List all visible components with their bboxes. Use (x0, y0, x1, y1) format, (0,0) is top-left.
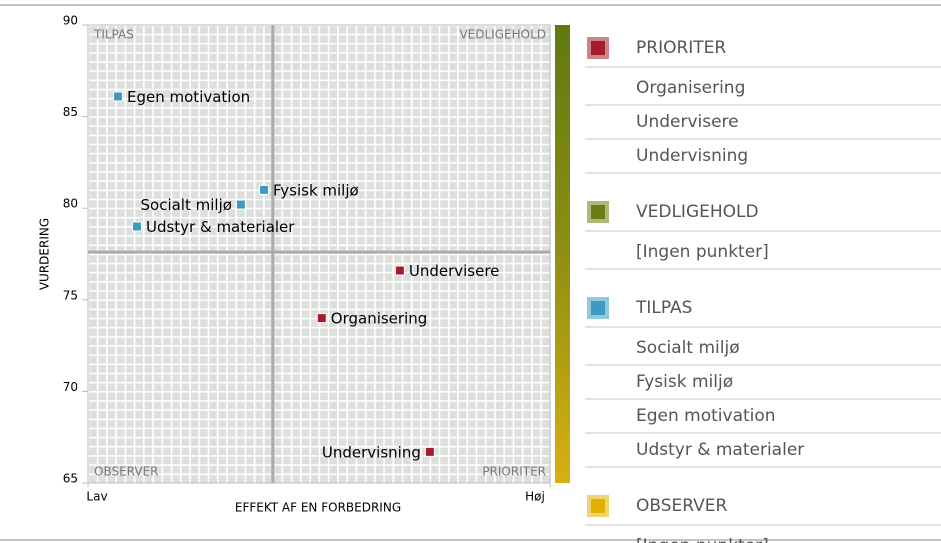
point (316, 313, 327, 324)
legend-item: Undervisning (636, 146, 748, 166)
point-label: Undervisning (322, 443, 421, 461)
legend-item: Udstyr & materialer (636, 440, 804, 460)
legend-item: Fysisk miljø (636, 372, 733, 392)
legend-item: Organisering (636, 78, 745, 98)
legend-swatch (591, 301, 605, 315)
point (259, 184, 270, 195)
gradient-bar (555, 25, 570, 483)
legend-label: PRIORITER (636, 38, 726, 58)
quadrant-label: TILPAS (93, 28, 134, 42)
point-label: Udstyr & materialer (146, 218, 295, 236)
legend-swatch (591, 41, 605, 55)
point (424, 446, 435, 457)
legend-label: TILPAS (635, 298, 692, 318)
point (235, 199, 246, 210)
legend-item: [Ingen punkter] (636, 242, 769, 262)
point-label: Organisering (331, 310, 428, 328)
x-axis-label: EFFEKT AF EN FORBEDRING (235, 501, 401, 515)
y-tick-label: 70 (63, 380, 78, 394)
legend-item: Undervisere (636, 112, 739, 132)
y-tick-label: 85 (63, 105, 78, 119)
quadrant-label: OBSERVER (94, 465, 158, 479)
plot-background (87, 24, 551, 484)
y-tick-label: 75 (63, 288, 78, 302)
point (113, 91, 124, 102)
y-tick-label: 80 (63, 197, 78, 211)
legend-item: Socialt miljø (636, 338, 740, 358)
point-label: Socialt miljø (141, 196, 232, 214)
legend-swatch (591, 499, 605, 513)
point (131, 221, 142, 232)
legend-label: OBSERVER (636, 496, 728, 516)
legend-item: Egen motivation (636, 406, 776, 426)
point-label: Undervisere (409, 262, 500, 280)
y-axis-label: VURDERING (38, 218, 52, 290)
x-tick-label: Høj (525, 490, 545, 504)
legend-item: [Ingen punkter] (636, 536, 769, 543)
legend-label: VEDLIGEHOLD (636, 202, 759, 222)
x-tick-label: Lav (86, 490, 107, 504)
legend-swatch (591, 205, 605, 219)
point-label: Egen motivation (127, 88, 250, 106)
y-tick-label: 65 (63, 472, 78, 486)
quadrant-label: VEDLIGEHOLD (459, 28, 546, 42)
y-tick-label: 90 (63, 14, 78, 28)
quadrant-label: PRIORITER (482, 465, 546, 479)
point (394, 265, 405, 276)
point-label: Fysisk miljø (273, 181, 359, 199)
